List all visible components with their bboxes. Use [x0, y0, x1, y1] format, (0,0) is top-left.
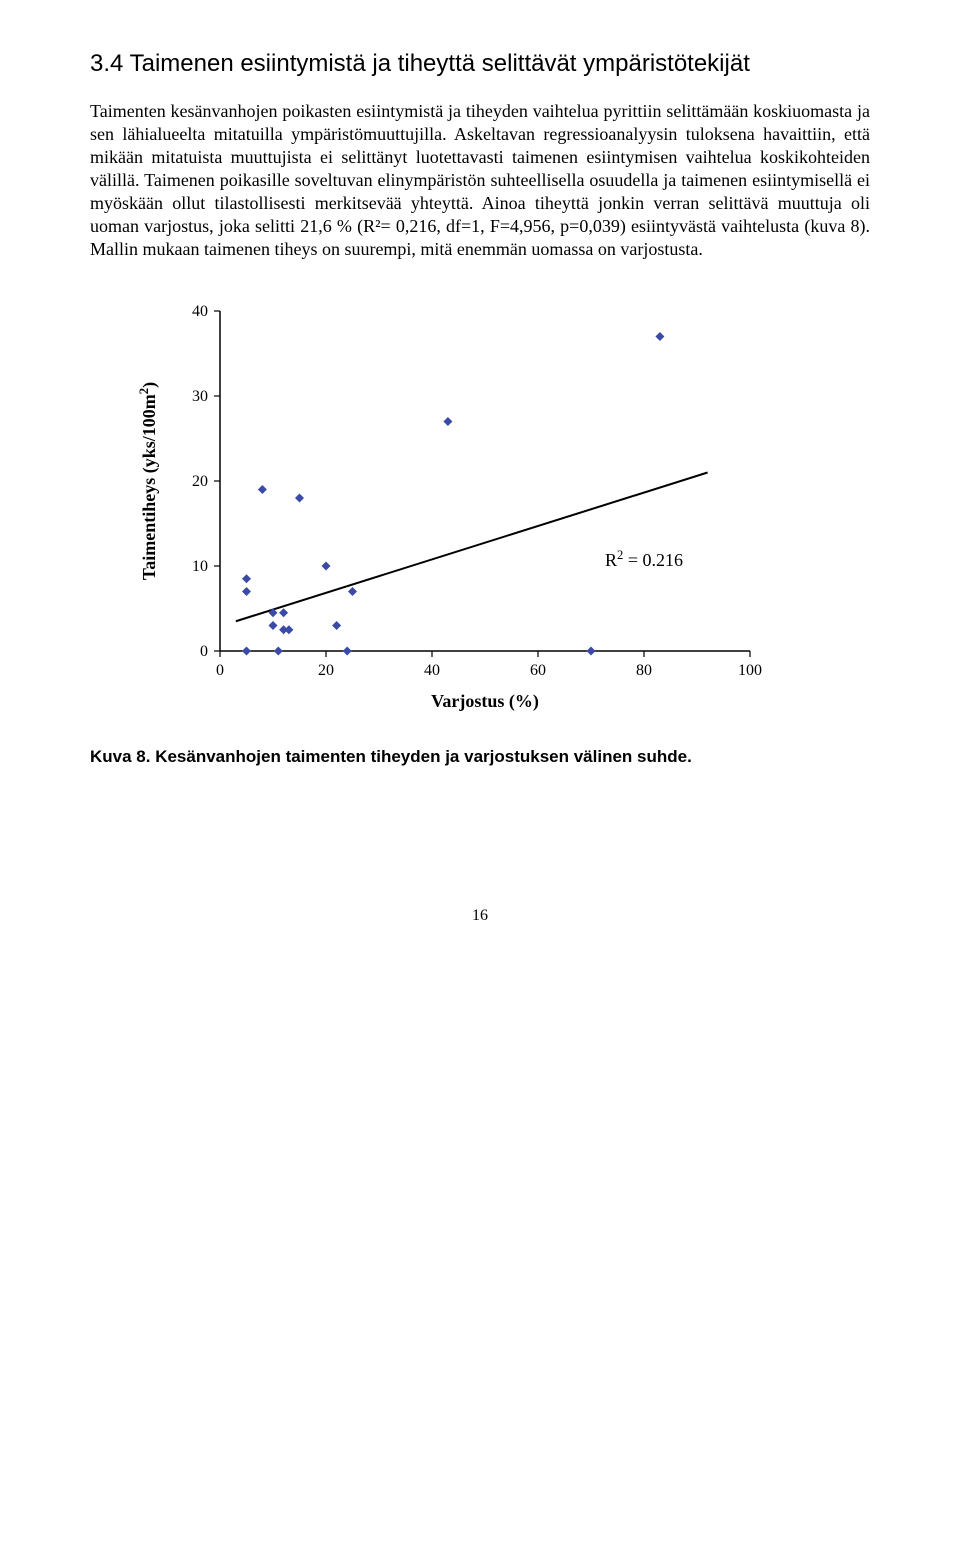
svg-text:R2 = 0.216: R2 = 0.216 [605, 548, 683, 570]
svg-text:30: 30 [192, 388, 208, 405]
svg-text:80: 80 [636, 662, 652, 679]
svg-text:0: 0 [216, 662, 224, 679]
page-number: 16 [90, 907, 870, 925]
svg-text:Taimentiheys (yks/100m2): Taimentiheys (yks/100m2) [137, 382, 160, 580]
svg-text:20: 20 [318, 662, 334, 679]
svg-text:10: 10 [192, 558, 208, 575]
svg-text:40: 40 [192, 303, 208, 320]
svg-text:0: 0 [200, 643, 208, 660]
body-paragraph: Taimenten kesänvanhojen poikasten esiint… [90, 100, 870, 261]
svg-text:100: 100 [738, 662, 762, 679]
figure-caption: Kuva 8. Kesänvanhojen taimenten tiheyden… [90, 747, 870, 767]
scatter-chart: 0 20 40 60 80 100 0 10 20 30 40 Varjostus (%) Taimen… [130, 291, 770, 721]
svg-text:60: 60 [530, 662, 546, 679]
svg-text:40: 40 [424, 662, 440, 679]
svg-text:Varjostus (%): Varjostus (%) [431, 691, 539, 712]
svg-text:20: 20 [192, 473, 208, 490]
section-heading: 3.4 Taimenen esiintymistä ja tiheyttä se… [90, 50, 870, 78]
